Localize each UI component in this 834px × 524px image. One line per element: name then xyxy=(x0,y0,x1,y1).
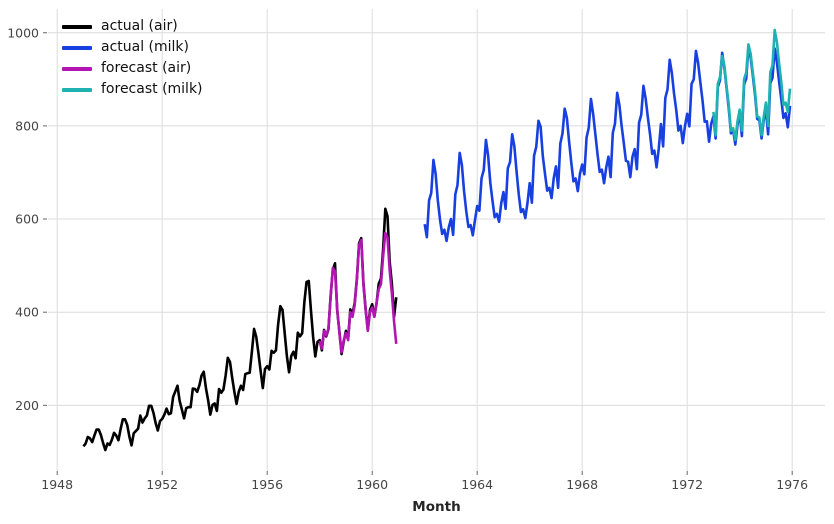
x-tick-label: 1956 xyxy=(251,477,283,492)
y-tick-label: 1000 xyxy=(7,25,39,40)
x-tick-label: 1964 xyxy=(461,477,493,492)
legend-item-actual-milk: actual (milk) xyxy=(62,40,203,55)
series-line-actual-milk xyxy=(423,45,792,243)
legend-label: forecast (milk) xyxy=(101,81,203,97)
series-line-forecast-milk xyxy=(712,28,792,142)
legend-line-swatch xyxy=(62,24,92,29)
series-line-forecast-air xyxy=(318,231,398,354)
legend-line-swatch xyxy=(62,66,92,71)
x-tick-label: 1948 xyxy=(41,477,73,492)
legend: actual (air) actual (milk) forecast (air… xyxy=(62,19,203,97)
legend-item-actual-air: actual (air) xyxy=(62,19,203,34)
y-tick-label: 400 xyxy=(15,305,39,320)
x-tick-label: 1960 xyxy=(356,477,388,492)
legend-label: actual (air) xyxy=(101,18,178,34)
y-tick-label: 200 xyxy=(15,398,39,413)
y-tick-label: 800 xyxy=(15,118,39,133)
legend-line-swatch xyxy=(62,45,92,50)
x-axis-title: Month xyxy=(412,499,461,515)
legend-item-forecast-milk: forecast (milk) xyxy=(62,82,203,97)
x-tick-label: 1968 xyxy=(566,477,598,492)
legend-line-swatch xyxy=(62,87,92,92)
x-tick-label: 1976 xyxy=(776,477,808,492)
x-tick-label: 1952 xyxy=(146,477,178,492)
legend-label: forecast (air) xyxy=(101,60,192,76)
legend-label: actual (milk) xyxy=(101,39,190,55)
legend-item-forecast-air: forecast (air) xyxy=(62,61,203,76)
y-tick-label: 600 xyxy=(15,212,39,227)
x-tick-label: 1972 xyxy=(671,477,703,492)
